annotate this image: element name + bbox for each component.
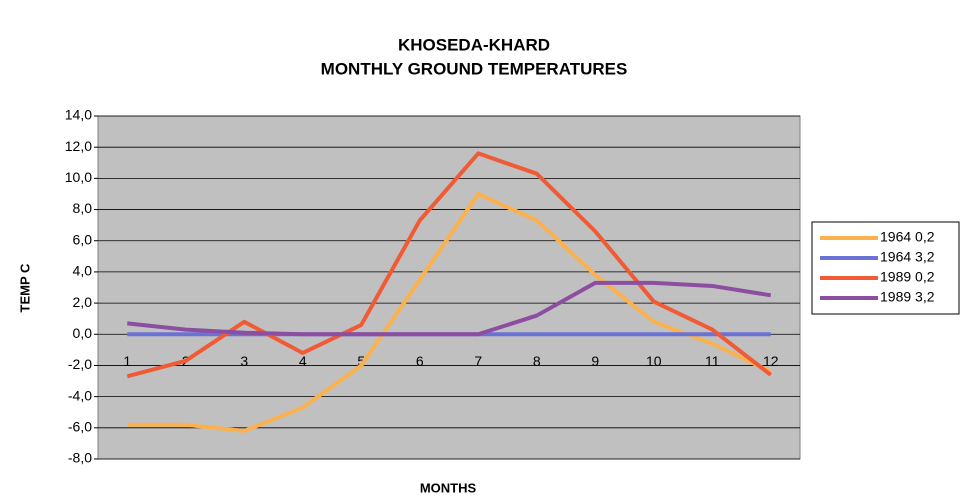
legend-label: 1989 3,2	[880, 289, 935, 305]
x-tick-label: 5	[357, 353, 365, 369]
plot-area	[97, 115, 801, 460]
line-series	[127, 280, 772, 337]
y-tick-label: -2,0	[68, 356, 92, 372]
y-tick-label: -6,0	[68, 419, 92, 435]
x-tick-label: 12	[763, 353, 779, 369]
y-tick-label: 8,0	[73, 200, 93, 216]
x-tick-label: 11	[705, 353, 720, 369]
x-axis-label: MONTHS	[420, 480, 477, 495]
x-tick-label: 1	[123, 353, 131, 369]
y-tick-label: 0,0	[73, 325, 93, 341]
y-tick-label: -4,0	[68, 387, 92, 403]
y-tick-label: 2,0	[73, 294, 93, 310]
line-series	[127, 191, 772, 433]
y-tick-label: 6,0	[73, 231, 93, 247]
chart-subtitle: MONTHLY GROUND TEMPERATURES	[321, 59, 628, 78]
legend-label: 1989 0,2	[880, 269, 935, 285]
y-axis-label: TEMP C	[17, 263, 32, 312]
y-tick-label: 10,0	[65, 169, 92, 185]
x-tick-label: 3	[240, 353, 248, 369]
y-tick-label: 14,0	[65, 107, 92, 123]
x-tick-label: 10	[646, 353, 662, 369]
y-tick-label: 4,0	[73, 263, 93, 279]
x-tick-label: 7	[474, 353, 482, 369]
x-tick-label: 4	[299, 353, 307, 369]
chart-title: KHOSEDA-KHARD	[398, 35, 550, 54]
x-tick-label: 6	[416, 353, 424, 369]
y-tick-label: -8,0	[68, 450, 92, 466]
x-tick-label: 8	[533, 353, 541, 369]
legend-label: 1964 0,2	[880, 229, 935, 245]
legend-label: 1964 3,2	[880, 249, 935, 265]
x-tick-label: 9	[591, 353, 599, 369]
y-tick-label: 12,0	[65, 138, 92, 154]
line-series	[126, 151, 772, 379]
